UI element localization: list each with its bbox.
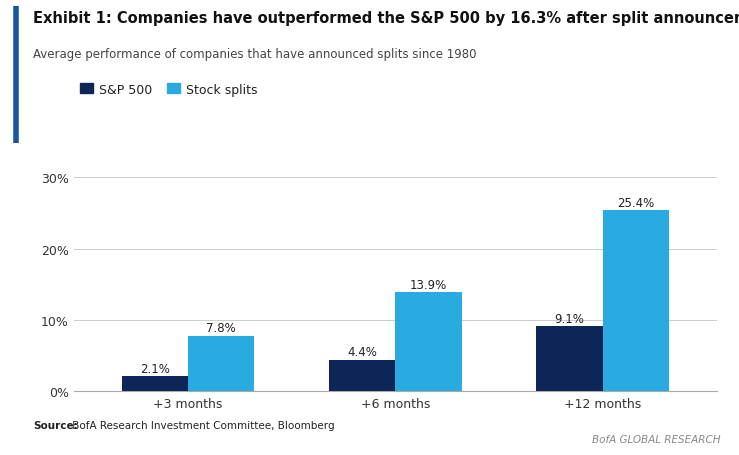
Text: Source:: Source: (33, 420, 78, 430)
Text: 13.9%: 13.9% (410, 278, 447, 291)
Bar (603, 211, 669, 391)
Bar (537, 327, 603, 391)
Bar (329, 360, 395, 391)
Legend: S&P 500, Stock splits: S&P 500, Stock splits (80, 84, 257, 96)
Bar (122, 376, 188, 391)
Text: Average performance of companies that have announced splits since 1980: Average performance of companies that ha… (33, 48, 477, 61)
Text: 25.4%: 25.4% (617, 196, 655, 209)
Bar (395, 293, 462, 391)
Text: 7.8%: 7.8% (206, 321, 236, 334)
Text: BofA Research Investment Committee, Bloomberg: BofA Research Investment Committee, Bloo… (69, 420, 334, 430)
Text: BofA GLOBAL RESEARCH: BofA GLOBAL RESEARCH (592, 434, 721, 444)
Text: 4.4%: 4.4% (347, 346, 377, 359)
Text: 2.1%: 2.1% (140, 362, 170, 375)
Bar (188, 336, 254, 391)
Text: 9.1%: 9.1% (555, 312, 585, 325)
Text: Exhibit 1: Companies have outperformed the S&P 500 by 16.3% after split announce: Exhibit 1: Companies have outperformed t… (33, 11, 739, 26)
